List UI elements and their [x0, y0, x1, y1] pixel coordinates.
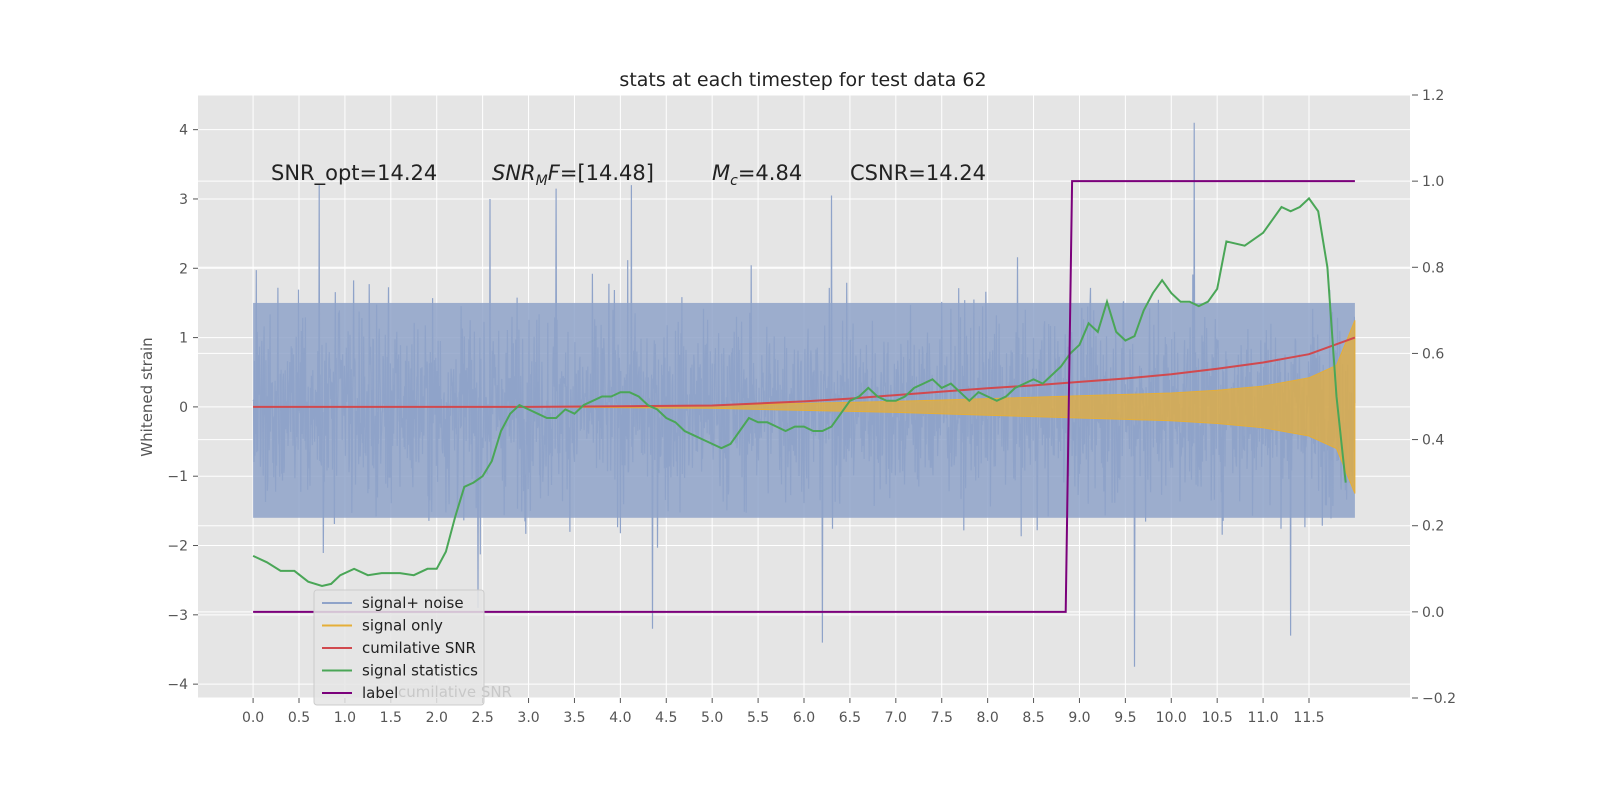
y2-tick-label: 0.8	[1422, 260, 1444, 276]
x-tick-label: 11.5	[1293, 710, 1324, 726]
x-tick-label: 10.0	[1156, 710, 1187, 726]
x-tick-label: 7.5	[931, 710, 953, 726]
annotation-snr-mf-f: F	[548, 161, 561, 185]
x-tick-label: 11.0	[1248, 710, 1279, 726]
y-tick-label: −4	[167, 677, 188, 693]
legend-label: cumilative SNR	[362, 639, 476, 657]
x-tick-label: 0.0	[242, 710, 264, 726]
x-tick-label: 1.0	[334, 710, 356, 726]
x-tick-label: 5.0	[701, 710, 723, 726]
y2-tick-label: −0.2	[1422, 691, 1456, 707]
y2-tick-label: 0.6	[1422, 346, 1444, 362]
x-tick-label: 2.5	[472, 710, 494, 726]
x-tick-label: 9.5	[1114, 710, 1136, 726]
x-tick-label: 5.5	[747, 710, 769, 726]
x-tick-label: 4.0	[609, 710, 631, 726]
annotation-mc-value: =4.84	[738, 161, 802, 185]
annotation-mc-sub: c	[730, 173, 738, 189]
y-tick-label: 1	[179, 331, 188, 347]
x-tick-label: 9.0	[1068, 710, 1090, 726]
series-line-signal-statistics	[252, 196, 1347, 588]
x-tick-label: 3.5	[563, 710, 585, 726]
x-tick-label: 0.5	[288, 710, 310, 726]
annotation-snr-mf-value: =[14.48]	[560, 161, 654, 185]
annotation-snr-mf-base: SNR	[492, 161, 536, 185]
y-tick-label: 4	[179, 123, 188, 139]
chart-title: stats at each timestep for test data 62	[619, 69, 986, 91]
series-line-cumilative-snr	[253, 336, 1356, 408]
x-axis-ticks: 0.0 0.5 1.0 1.5 2.0 2.5 3.0 3.5 4.0 4.5 5.0 5.5 6.0 6…	[242, 698, 1325, 726]
x-tick-label: 3.0	[517, 710, 539, 726]
x-tick-label: 1.5	[380, 710, 402, 726]
legend-hidden-text: cumilative SNR	[398, 683, 512, 701]
x-tick-label: 6.0	[793, 710, 815, 726]
legend-label: label	[362, 684, 398, 702]
y-tick-label: −3	[167, 608, 188, 624]
legend-items: signal+ noise signal only cumilative SNR si…	[322, 594, 478, 702]
x-tick-label: 8.0	[977, 710, 999, 726]
y2-axis-ticks: −0.2 0.0 0.2 0.4 0.6 0.8 1.0 1.2	[1412, 88, 1456, 707]
legend-label: signal+ noise	[362, 594, 464, 612]
y-tick-label: −2	[167, 539, 188, 555]
x-tick-label: 8.5	[1022, 710, 1044, 726]
y-tick-label: −1	[167, 469, 188, 485]
y2-tick-label: 0.4	[1422, 433, 1444, 449]
y2-tick-label: 0.0	[1422, 605, 1444, 621]
x-tick-label: 4.5	[655, 710, 677, 726]
y-tick-label: 0	[179, 400, 188, 416]
annotation-mc-base: M	[712, 161, 730, 185]
x-tick-label: 2.0	[426, 710, 448, 726]
y-tick-label: 3	[179, 192, 188, 208]
x-tick-label: 6.5	[839, 710, 861, 726]
x-tick-label: 10.5	[1202, 710, 1233, 726]
y2-tick-label: 0.2	[1422, 519, 1444, 535]
series-line-label	[253, 180, 1355, 613]
legend: cumilative SNR signal+ noise signal only c…	[313, 589, 512, 706]
y-tick-label: 2	[179, 261, 188, 277]
y-axis-label: Whitened strain	[138, 337, 156, 456]
y-axis-ticks: −4 −3 −2 −1 0 1 2 3 4	[167, 123, 198, 693]
annotation-snr-mf-sub: M	[536, 173, 548, 189]
y2-tick-label: 1.0	[1422, 174, 1444, 190]
series-lines	[252, 180, 1356, 613]
legend-label: signal only	[362, 617, 443, 635]
legend-label: signal statistics	[362, 662, 478, 680]
annotation-csnr: CSNR=14.24	[850, 161, 986, 185]
annotation-mc: Mc=4.84	[712, 161, 802, 189]
legend-box	[313, 589, 485, 706]
y2-tick-label: 1.2	[1422, 88, 1444, 104]
annotation-snr-opt: SNR_opt=14.24	[271, 161, 437, 186]
x-tick-label: 7.0	[885, 710, 907, 726]
annotation-snr-mf: SNRMF=[14.48]	[492, 161, 654, 189]
